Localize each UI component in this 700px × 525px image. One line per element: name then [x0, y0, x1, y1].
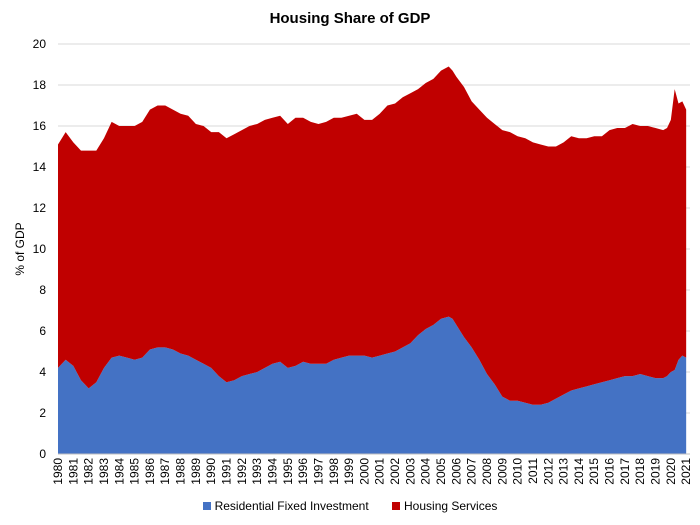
x-tick-label: 2014 — [572, 458, 586, 485]
x-tick-label: 2018 — [633, 458, 647, 485]
x-tick-label: 2017 — [618, 458, 632, 485]
legend-swatch-housing-services — [392, 502, 401, 510]
y-tick-label: 18 — [33, 78, 47, 92]
x-tick-label: 1985 — [128, 458, 142, 485]
x-tick-label: 1993 — [250, 458, 264, 485]
legend-label-housing-services: Housing Services — [404, 499, 498, 513]
y-tick-label: 8 — [39, 283, 46, 297]
x-tick-label: 2016 — [603, 458, 617, 485]
x-tick-label: 1996 — [296, 458, 310, 485]
x-tick-label: 2013 — [557, 458, 571, 485]
y-tick-label: 16 — [33, 119, 47, 133]
y-tick-label: 12 — [33, 201, 47, 215]
x-tick-label: 2015 — [587, 458, 601, 485]
x-tick-label: 1980 — [51, 458, 65, 485]
x-tick-label: 2020 — [664, 458, 678, 485]
legend: Residential Fixed Investment Housing Ser… — [0, 499, 700, 513]
area-series-residential-fixed-investment — [58, 316, 687, 454]
y-tick-label: 2 — [39, 406, 46, 420]
x-tick-label: 1992 — [235, 458, 249, 485]
x-tick-label: 1997 — [311, 458, 325, 485]
chart-title: Housing Share of GDP — [269, 10, 431, 27]
x-tick-label: 2005 — [434, 458, 448, 485]
x-tick-label: 2003 — [403, 458, 417, 485]
y-axis-label: % of GDP — [13, 222, 27, 275]
y-axis-ticks: 0 2 4 6 8 10 12 14 16 18 20 — [33, 37, 47, 461]
stacked-areas — [58, 66, 687, 454]
x-tick-label: 2010 — [511, 458, 525, 485]
legend-item-residential: Residential Fixed Investment — [202, 499, 369, 513]
x-tick-label: 1995 — [281, 458, 295, 485]
x-tick-label: 2002 — [388, 458, 402, 485]
x-tick-label: 1991 — [220, 458, 234, 485]
x-tick-label: 1982 — [82, 458, 96, 485]
x-axis-ticks: 1980 1981 1982 1983 1984 1985 1986 1987 1988 1989… — [51, 458, 693, 485]
x-tick-label: 1998 — [327, 458, 341, 485]
x-tick-label: 2008 — [480, 458, 494, 485]
x-tick-label: 1983 — [97, 458, 111, 485]
x-tick-label: 1988 — [174, 458, 188, 485]
x-tick-label: 1989 — [189, 458, 203, 485]
x-tick-label: 2006 — [449, 458, 463, 485]
x-tick-label: 1999 — [342, 458, 356, 485]
area-series-housing-services — [58, 66, 687, 405]
x-tick-label: 2000 — [357, 458, 371, 485]
y-tick-label: 10 — [33, 242, 47, 256]
x-tick-label: 2021 — [679, 458, 693, 485]
x-tick-label: 2011 — [526, 458, 540, 484]
y-tick-label: 4 — [39, 365, 46, 379]
x-tick-label: 2019 — [649, 458, 663, 485]
x-tick-label: 2012 — [541, 458, 555, 485]
y-tick-label: 20 — [33, 37, 47, 51]
x-tick-label: 1987 — [158, 458, 172, 485]
x-tick-label: 1990 — [204, 458, 218, 485]
x-tick-label: 2001 — [373, 458, 387, 485]
x-tick-label: 2004 — [419, 458, 433, 485]
legend-item-housing-services: Housing Services — [392, 499, 497, 513]
legend-label-residential: Residential Fixed Investment — [214, 499, 369, 513]
x-tick-label: 1994 — [265, 458, 279, 485]
y-tick-label: 14 — [33, 160, 47, 174]
legend-swatch-residential — [202, 502, 211, 510]
x-tick-label: 1981 — [66, 458, 80, 485]
x-tick-label: 1984 — [112, 458, 126, 485]
x-tick-label: 2009 — [495, 458, 509, 485]
y-tick-label: 0 — [39, 447, 46, 461]
y-tick-label: 6 — [39, 324, 46, 338]
x-tick-label: 2007 — [465, 458, 479, 485]
x-tick-label: 1986 — [143, 458, 157, 485]
